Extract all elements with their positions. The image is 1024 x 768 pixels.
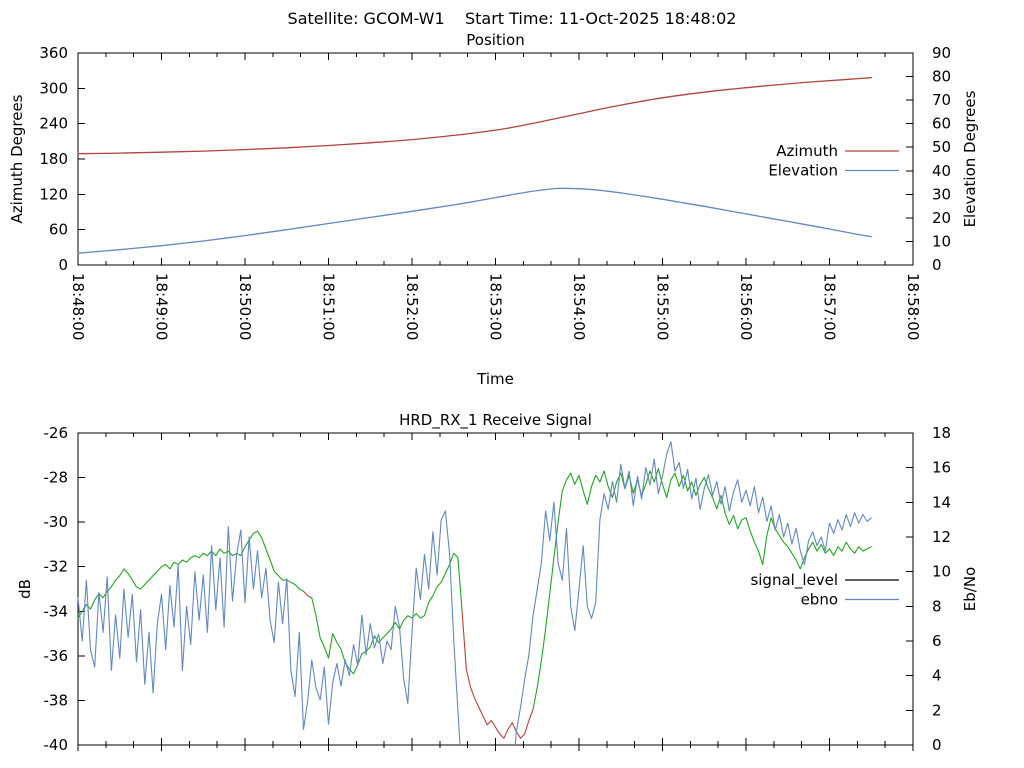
y-tick-label-right: 12	[932, 528, 951, 546]
y-tick-label-right: 0	[932, 256, 942, 274]
y-tick-label-left: 0	[58, 256, 68, 274]
ticks	[77, 52, 914, 266]
y-tick-label-right: 6	[932, 632, 942, 650]
plot-border	[77, 432, 914, 746]
position-chart: 0 60 120 180 240 300 360 0 10 20 30 40 50 60 70 80 90 18:…	[8, 31, 979, 388]
legend-label-signal_level: signal_level	[750, 571, 838, 590]
y-axis-label-right: Elevation Degrees	[961, 90, 979, 227]
y-tick-label-right: 2	[932, 701, 942, 719]
legend-label-azimuth: Azimuth	[776, 142, 838, 160]
y-tick-label-right: 50	[932, 138, 951, 156]
azimuth-line	[77, 77, 872, 155]
y-tick-label-right: 8	[932, 597, 942, 615]
y-tick-label-left: -36	[44, 647, 69, 665]
y-tick-label-right: 16	[932, 459, 951, 477]
y-tick-label-right: 60	[932, 115, 951, 133]
x-tick-label: 18:52:00	[403, 273, 421, 340]
x-tick-label: 18:48:00	[69, 273, 87, 340]
y-tick-label-left: 240	[39, 115, 68, 133]
y-axis-label-left: dB	[16, 579, 34, 599]
y-tick-label-right: 70	[932, 91, 951, 109]
page-title: Satellite: GCOM-W1 Start Time: 11-Oct-20…	[287, 9, 737, 28]
y-tick-label-left: -38	[44, 691, 69, 709]
x-tick-label: 18:54:00	[570, 273, 588, 340]
y-tick-label-left: -26	[44, 424, 69, 442]
y-tick-label-right: 40	[932, 162, 951, 180]
signal-level-line	[532, 468, 872, 710]
legend-label-elevation: Elevation	[768, 162, 838, 180]
legend-label-ebno: ebno	[801, 591, 838, 609]
signal-level-line-unlocked	[461, 610, 534, 739]
y-tick-label-left: -30	[44, 513, 69, 531]
x-tick-label: 18:50:00	[236, 273, 254, 340]
y-tick-label-right: 4	[932, 667, 942, 685]
y-tick-label-left: -32	[44, 558, 69, 576]
x-tick-label: 18:58:00	[904, 273, 922, 340]
y-tick-label-left: 120	[39, 185, 68, 203]
y-tick-label-left: 60	[49, 221, 68, 239]
receive-chart: -40 -38 -36 -34 -32 -30 -28 -26 0 2 4 6 8 10 12 14 16 18 H…	[16, 411, 979, 754]
x-axis-label: Time	[476, 370, 514, 388]
y-tick-label-right: 80	[932, 68, 951, 86]
x-tick-label: 18:55:00	[654, 273, 672, 340]
y-tick-label-right: 30	[932, 185, 951, 203]
y-tick-label-right: 14	[932, 493, 951, 511]
x-tick-label: 18:57:00	[821, 273, 839, 340]
y-tick-label-right: 10	[932, 232, 951, 250]
x-tick-label: 18:49:00	[153, 273, 171, 340]
y-tick-label-left: 300	[39, 79, 68, 97]
y-tick-label-left: -34	[44, 602, 69, 620]
y-axis-label-left: Azimuth Degrees	[8, 94, 26, 223]
chart-title: HRD_RX_1 Receive Signal	[399, 411, 592, 430]
ebno-line	[77, 441, 872, 746]
y-tick-label-left: -40	[44, 736, 69, 754]
y-axis-label-right: Eb/No	[961, 567, 979, 611]
series	[77, 77, 872, 254]
y-tick-label-right: 20	[932, 209, 951, 227]
elevation-line	[77, 187, 872, 254]
signal-level-line-unlocked	[302, 590, 313, 599]
x-tick-label: 18:51:00	[320, 273, 338, 340]
chart-title: Position	[466, 31, 524, 49]
y-tick-label-right: 90	[932, 44, 951, 62]
y-tick-label-right: 18	[932, 424, 951, 442]
y-tick-label-right: 10	[932, 563, 951, 581]
y-tick-label-left: -28	[44, 469, 69, 487]
y-tick-label-left: 360	[39, 44, 68, 62]
y-tick-label-right: 0	[932, 736, 942, 754]
signal-level-line	[77, 530, 305, 619]
x-tick-label: 18:56:00	[737, 273, 755, 340]
signal-level-line	[311, 552, 463, 675]
series	[77, 441, 872, 746]
x-tick-label: 18:53:00	[487, 273, 505, 340]
y-tick-label-left: 180	[39, 150, 68, 168]
ticks	[77, 432, 914, 751]
